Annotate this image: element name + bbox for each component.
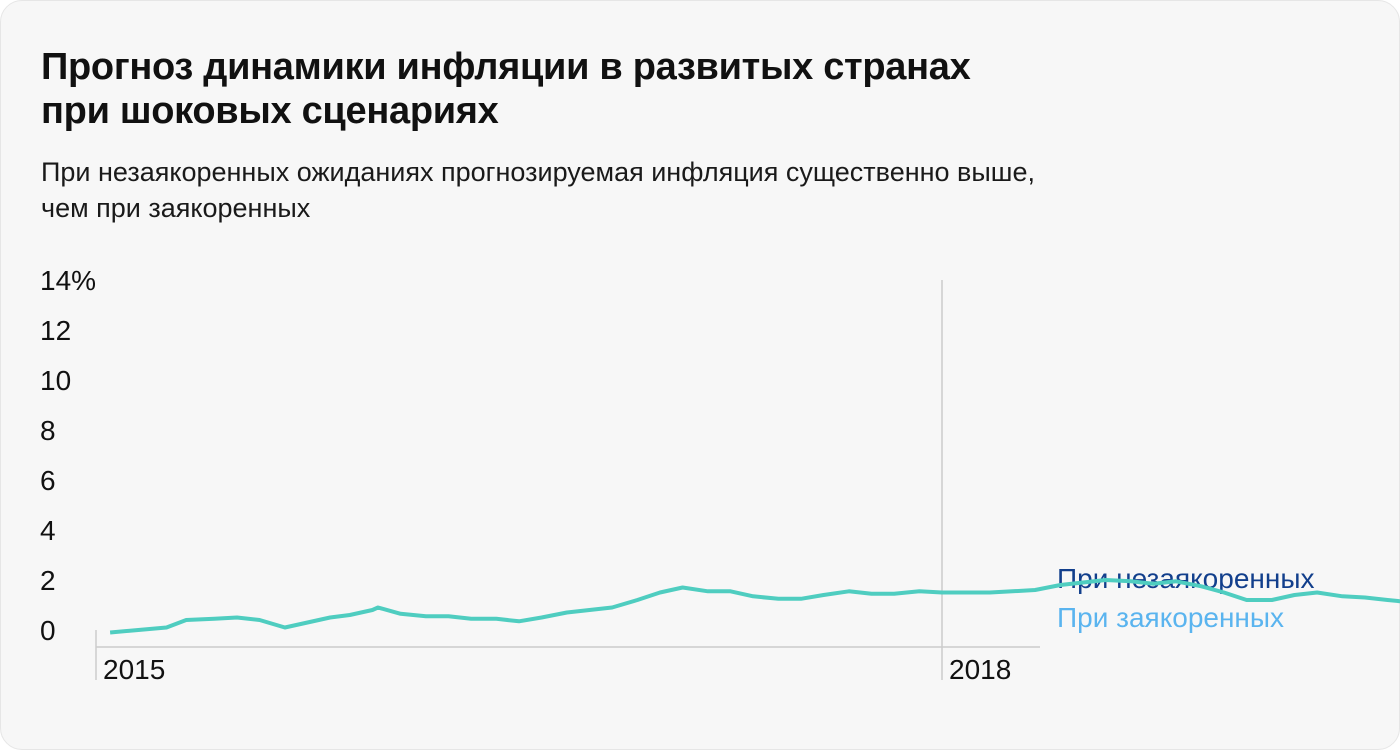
y-tick-label: 12: [40, 315, 71, 346]
y-tick-label: 8: [40, 415, 56, 446]
chart-subtitle-line-2: чем при заякоренных: [41, 193, 311, 223]
series-label-anchored: При заякоренных: [1057, 602, 1284, 633]
y-tick-label: 2: [40, 565, 56, 596]
chart-title-line-1: Прогноз динамики инфляции в развитых стр…: [41, 46, 971, 88]
y-tick-label: 6: [40, 465, 56, 496]
chart-subtitle-line-1: При незаякоренных ожиданиях прогнозируем…: [41, 157, 1035, 187]
x-tick-label: 2018: [949, 654, 1011, 685]
x-tick-label: 2015: [103, 654, 165, 685]
chart-title-line-2: при шоковых сценариях: [41, 90, 499, 132]
y-tick-label: 4: [40, 515, 56, 546]
y-tick-label: 0: [40, 615, 56, 646]
series-line-historical: [109, 578, 1400, 635]
chart-subtitle: При незаякоренных ожиданиях прогнозируем…: [41, 154, 1241, 226]
chart-title: Прогноз динамики инфляции в развитых стр…: [41, 45, 1191, 133]
series-label-unanchored: При незаякоренных: [1057, 563, 1314, 594]
y-tick-label: 14%: [40, 265, 96, 296]
y-tick-label: 10: [40, 365, 71, 396]
